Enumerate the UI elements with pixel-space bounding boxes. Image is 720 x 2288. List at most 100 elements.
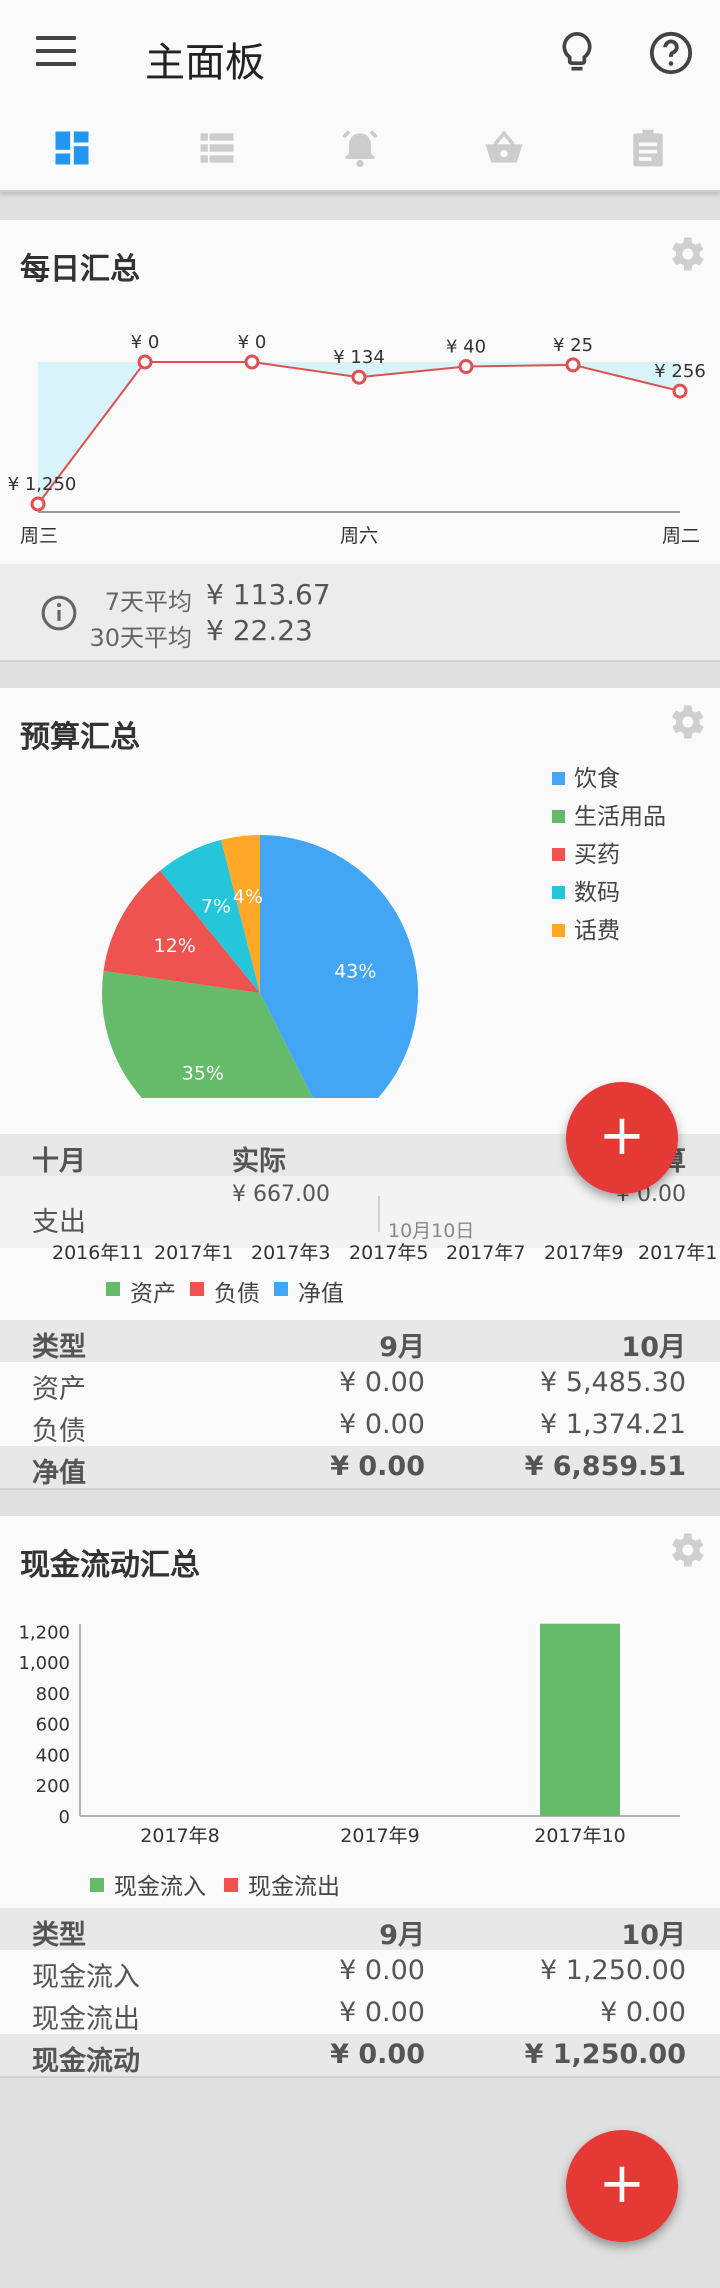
budget-row-actual: ¥ 667.00 [232, 1182, 330, 1207]
cashflow-summary-card: 现金流动汇总 0 200 400 600 800 1,000 1,200 2017年8 2017… [0, 1516, 720, 2078]
table-cell: 现金流入 [32, 1962, 140, 1993]
daily-line-chart: ¥ 1,250 ¥ 0 ¥ 0 ¥ 134 ¥ 40 ¥ 25 ¥ 256 周三 周六 周二 [8, 332, 706, 547]
table-cell: ¥ 0.00 [330, 2039, 425, 2070]
bar-x-tick: 2017年8 [140, 1825, 219, 1847]
tab-bar [0, 112, 720, 192]
pie-legend-label: 买药 [574, 842, 620, 868]
cashflow-summary-title: 现金流动汇总 [20, 1548, 200, 1583]
daily-point [351, 369, 367, 385]
daily-data-label: ¥ 0 [131, 332, 160, 353]
clipboard-icon[interactable] [626, 126, 670, 170]
daily-point [244, 354, 260, 370]
avg7-label: 7天平均 [104, 588, 192, 616]
table-cell: 资产 [32, 1374, 86, 1405]
add-button-bottom[interactable]: + [566, 2130, 678, 2242]
networth-x-tick: 2017年1 [154, 1242, 234, 1264]
bar-x-tick: 2017年9 [340, 1825, 419, 1847]
bar-y-tick: 1,200 [18, 1622, 70, 1643]
networth-x-tick: 2017年9 [544, 1242, 624, 1264]
pie-legend-label: 数码 [574, 880, 620, 906]
table-header-cell: 类型 [32, 1920, 86, 1951]
table-row: 资产 ¥ 0.00 ¥ 5,485.30 [0, 1362, 720, 1405]
bar-y-tick: 600 [36, 1715, 70, 1736]
menu-icon[interactable] [36, 36, 76, 70]
budget-summary-title: 预算汇总 [20, 720, 140, 755]
page-title: 主面板 [145, 40, 265, 86]
table-row: 现金流入 ¥ 0.00 ¥ 1,250.00 [0, 1950, 720, 1993]
pie-legend-swatch [552, 924, 565, 937]
table-cell: ¥ 0.00 [339, 1997, 425, 2028]
table-cell: 现金流动 [32, 2046, 140, 2077]
daily-data-label: ¥ 134 [333, 347, 385, 368]
table-header-cell: 10月 [621, 1920, 686, 1951]
average-bar: 7天平均 ¥ 113.67 30天平均 ¥ 22.23 [0, 564, 720, 660]
alarm-icon[interactable] [338, 126, 382, 170]
daily-data-label: ¥ 25 [553, 335, 593, 356]
bar-legend-swatch [90, 1878, 104, 1892]
pie-slice [102, 970, 313, 1098]
table-row: 负债 ¥ 0.00 ¥ 1,374.21 [0, 1404, 720, 1447]
cashflow-bar-chart: 0 200 400 600 800 1,000 1,200 2017年8 2017年9 2017年… [18, 1622, 680, 1900]
pie-slice [160, 839, 260, 993]
daily-point [458, 359, 474, 375]
bar-legend-label: 现金流入 [114, 1874, 206, 1900]
table-cell: ¥ 1,374.21 [540, 1409, 686, 1440]
table-cell: ¥ 0.00 [339, 1367, 425, 1398]
legend-swatch-liabilities [190, 1282, 204, 1296]
table-header-cell: 10月 [621, 1332, 686, 1363]
gear-icon[interactable] [664, 700, 708, 744]
table-header-cell: 类型 [32, 1332, 86, 1363]
budget-marker-line [378, 1196, 380, 1232]
bar-mark [540, 1623, 620, 1816]
pie-value-label: 43% [334, 960, 376, 982]
bar-y-tick: 400 [36, 1745, 70, 1766]
networth-x-tick: 2017年5 [349, 1242, 429, 1264]
table-header-cell: 9月 [379, 1332, 425, 1363]
networth-x-tick: 2016年11 [52, 1242, 144, 1264]
avg30-value: ¥ 22.23 [206, 614, 313, 647]
daily-data-label: ¥ 40 [446, 337, 486, 358]
bar-y-tick: 0 [59, 1807, 70, 1828]
table-cell: ¥ 0.00 [339, 1955, 425, 1986]
pie-slice [221, 835, 260, 993]
add-button[interactable]: + [566, 1082, 678, 1194]
networth-x-axis: 2016年11 2017年1 2017年3 2017年5 2017年7 2017… [0, 1236, 720, 1266]
pie-legend-swatch [552, 848, 565, 861]
table-cell: 负债 [32, 1416, 86, 1447]
table-cell: 净值 [32, 1458, 86, 1489]
table-cell: ¥ 5,485.30 [540, 1367, 686, 1398]
help-circle-icon[interactable] [648, 30, 694, 76]
lightbulb-icon[interactable] [555, 30, 599, 78]
pie-legend-label: 话费 [574, 918, 620, 944]
dashboard-icon[interactable] [50, 126, 94, 170]
table-header-row: 类型 9月 10月 [0, 1320, 720, 1363]
avg30-label: 30天平均 [89, 624, 192, 652]
pie-legend-swatch [552, 886, 565, 899]
table-header-cell: 9月 [379, 1920, 425, 1951]
daily-x-tick: 周六 [340, 525, 378, 547]
gear-icon[interactable] [664, 232, 708, 276]
table-cell: ¥ 0.00 [330, 1451, 425, 1482]
avg7-value: ¥ 113.67 [206, 578, 331, 611]
daily-x-tick: 周二 [662, 525, 700, 547]
pie-value-label: 7% [201, 896, 231, 918]
networth-x-tick: 2017年3 [251, 1242, 331, 1264]
legend-networth: 净值 [298, 1281, 344, 1307]
networth-legend: 资产 负债 净值 [0, 1272, 720, 1308]
bar-legend-swatch [224, 1878, 238, 1892]
table-cell: ¥ 0.00 [600, 1997, 686, 2028]
list-icon[interactable] [195, 126, 239, 170]
table-cell: ¥ 6,859.51 [524, 1451, 686, 1482]
budget-marker-label: 10月10日 [388, 1220, 475, 1242]
bar-legend-label: 现金流出 [248, 1874, 340, 1900]
basket-icon[interactable] [482, 126, 526, 170]
pie-legend-swatch [552, 772, 565, 785]
table-total-row: 净值 ¥ 0.00 ¥ 6,859.51 [0, 1446, 720, 1489]
daily-data-label: ¥ 256 [654, 361, 706, 382]
bar-y-tick: 200 [36, 1776, 70, 1797]
bar-y-tick: 1,000 [18, 1653, 70, 1674]
gear-icon[interactable] [664, 1528, 708, 1572]
app-bar: 主面板 [0, 0, 720, 112]
daily-summary-title: 每日汇总 [20, 252, 140, 287]
